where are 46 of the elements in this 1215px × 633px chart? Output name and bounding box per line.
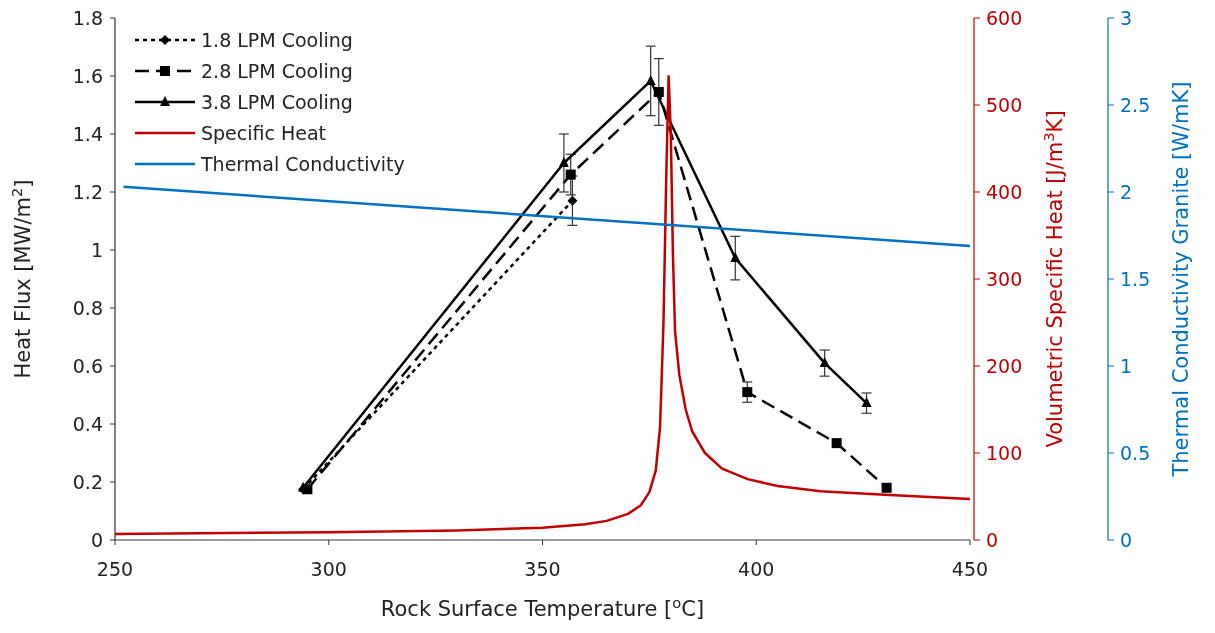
- legend-label: Specific Heat: [201, 122, 327, 144]
- y2-tick-label: 300: [986, 268, 1023, 290]
- y-tick-label: 1.6: [72, 65, 103, 87]
- y3-axis-title: Thermal Conductivity Granite [W/mK]: [1169, 81, 1193, 478]
- y-tick-label: 0.8: [72, 297, 103, 319]
- y2-tick-label: 500: [986, 94, 1023, 116]
- y3-tick-label: 2: [1120, 181, 1133, 203]
- y3-tick-label: 2.5: [1120, 94, 1151, 116]
- y-tick-label: 1.8: [72, 7, 103, 29]
- y3-tick-label: 3: [1120, 7, 1133, 29]
- y3-tick-label: 0: [1120, 529, 1133, 551]
- x-axis-title: Rock Surface Temperature [$^{o}$C]: [380, 593, 705, 621]
- legend-label: 2.8 LPM Cooling: [201, 60, 353, 82]
- y2-tick-label: 200: [986, 355, 1023, 377]
- y-tick-label: 1: [90, 239, 103, 261]
- y2-tick-label: 0: [986, 529, 999, 551]
- point: [831, 438, 842, 449]
- y-tick-label: 0.2: [72, 471, 103, 493]
- x-tick-label: 400: [738, 558, 775, 580]
- y-tick-label: 0.4: [72, 413, 103, 435]
- y-tick-label: 0.6: [72, 355, 103, 377]
- y-tick-label: 1.4: [72, 123, 103, 145]
- x-tick-label: 350: [524, 558, 561, 580]
- y2-tick-label: 400: [986, 181, 1023, 203]
- point: [819, 357, 830, 368]
- point: [645, 74, 656, 85]
- point: [742, 387, 753, 398]
- legend-label: 1.8 LPM Cooling: [201, 29, 353, 51]
- y-tick-label: 0: [90, 529, 103, 551]
- y-tick-label: 1.2: [72, 181, 103, 203]
- legend-label: Thermal Conductivity: [200, 153, 405, 175]
- x-tick-label: 450: [951, 558, 989, 580]
- point: [565, 169, 576, 180]
- x-tick-label: 250: [96, 558, 134, 580]
- point: [861, 397, 872, 408]
- point: [567, 195, 578, 206]
- x-tick-label: 300: [310, 558, 347, 580]
- point: [558, 157, 569, 167]
- y3-tick-label: 1.5: [1120, 268, 1151, 290]
- point: [730, 252, 741, 263]
- point: [881, 482, 892, 493]
- y3-tick-label: 1: [1120, 355, 1133, 377]
- y2-tick-label: 100: [986, 442, 1023, 464]
- y2-tick-label: 600: [986, 7, 1023, 29]
- y3-tick-label: 0.5: [1120, 442, 1151, 464]
- legend-label: 3.8 LPM Cooling: [201, 91, 353, 113]
